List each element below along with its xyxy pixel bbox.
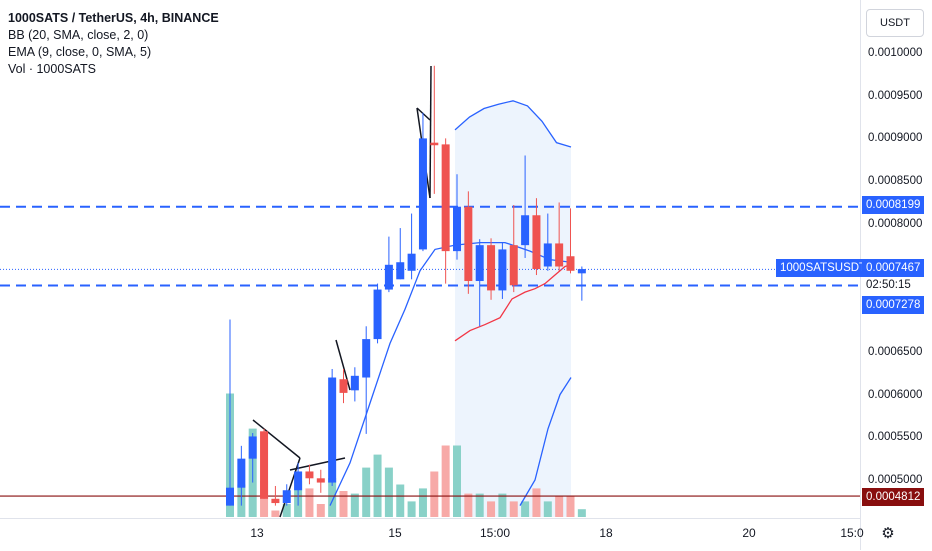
price-tick-label: 0.0009500 [868,89,923,102]
volume-bar [373,454,382,517]
volume-bar [498,493,507,517]
time-tick-label: 15:0 [840,526,864,540]
candle-body [509,245,518,286]
support-line-price-tag: 0.0004812 [862,488,925,506]
time-tick-label: 13 [250,526,264,540]
candle-body [248,436,257,459]
volume-bar [282,504,291,517]
candle-body [464,206,473,282]
bar-countdown: 02:50:15 [862,277,915,293]
volume-bar [418,488,427,517]
volume-bar [577,509,586,517]
candle-body [555,243,564,267]
trend-line-drawing [335,339,351,391]
volume-bar [328,478,337,517]
volume-bar [566,496,575,517]
currency-selector[interactable]: USDT [866,9,924,37]
time-tick-label: 18 [599,526,613,540]
volume-bar [509,501,518,517]
price-tick-label: 0.0008500 [868,175,923,188]
candle-body [362,339,371,378]
candle-body [294,471,303,491]
lower-line-price-tag: 0.0007278 [862,296,925,314]
volume-bar [316,504,325,517]
time-axis[interactable] [0,518,860,551]
candle-body [566,256,575,271]
price-tick-label: 0.0005000 [868,474,923,486]
volume-bar [532,488,541,517]
volume-bar [271,510,280,517]
gear-icon[interactable]: ⚙ [881,525,895,542]
candle-body [407,253,416,271]
price-tick-label: 0.0010000 [868,47,923,59]
volume-bar [305,488,314,517]
candle-body [305,471,314,479]
trend-line-drawing [416,107,431,121]
volume-bar [350,493,359,517]
candle-body [577,269,586,274]
volume-bar [384,467,393,517]
candle-body [453,206,461,252]
volume-bar [396,484,405,517]
candle-body [237,458,246,488]
symbol-label-tag: 1000SATSUSDT [776,259,871,277]
volume-bar [555,496,564,517]
volume-bar [521,501,530,517]
candle-body [328,377,337,483]
upper-line-price-tag: 0.0008199 [862,196,925,214]
candle-body [339,379,348,393]
candle-body [498,249,507,291]
candle-body [418,138,427,250]
candle-body [384,264,393,290]
candle-body [543,243,552,267]
candle-body [316,478,325,483]
candle-body [373,289,382,340]
candle-body [475,245,484,282]
candle-body [260,431,269,499]
candle-body [282,490,291,504]
volume-bar [487,501,496,517]
candle-body [532,215,541,270]
volume-bar [260,480,269,517]
bb-indicator-label[interactable]: BB (20, SMA, close, 2, 0) [8,28,149,42]
last-price-tag: 0.0007467 [862,259,925,277]
bollinger-upper-line [454,100,572,148]
candle-body [521,215,530,246]
time-tick-label: 20 [742,526,756,540]
candle-body [226,487,234,506]
bollinger-basis-line [329,241,572,506]
volume-bar [430,471,439,517]
candle-body [441,144,450,252]
volume-bar [362,467,371,517]
time-tick-label: 15 [388,526,402,540]
candle-body [271,498,280,504]
price-tick-label: 0.0008000 [868,217,923,230]
volume-bar [475,493,484,517]
bollinger-band-fill [455,100,571,517]
volume-bar [339,491,348,517]
volume-indicator-label[interactable]: Vol · 1000SATS [8,62,97,76]
candle-body [396,262,405,280]
bollinger-lower-line [519,377,572,506]
ema-indicator-label[interactable]: EMA (9, close, 0, SMA, 5) [8,45,152,59]
candle-body [350,375,359,391]
chart-legend: 1000SATS / TetherUS, 4h, BINANCE BB (20,… [8,10,219,78]
volume-bar [441,445,450,517]
volume-bar [543,501,552,517]
volume-bar [464,493,473,517]
candle-body [487,245,496,291]
candle-body [430,142,439,146]
trend-line-drawing [252,419,301,459]
trend-line-drawing [429,65,432,199]
volume-bar [453,445,461,517]
ema-line [454,264,572,342]
price-tick-label: 0.0006000 [868,388,923,401]
price-tick-label: 0.0005500 [868,431,923,444]
time-tick-label: 15:00 [479,526,511,540]
volume-bar [407,501,416,517]
symbol-title[interactable]: 1000SATS / TetherUS, 4h, BINANCE [8,11,219,25]
price-tick-label: 0.0006500 [868,345,923,358]
price-tick-label: 0.0009000 [868,132,923,145]
